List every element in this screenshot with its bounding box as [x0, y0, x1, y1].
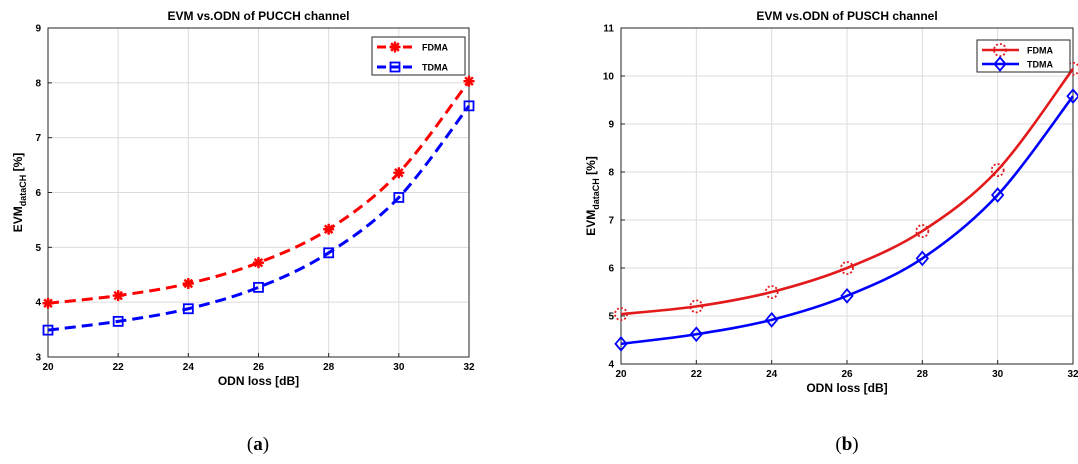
caption-close: ) [263, 434, 269, 455]
x-tick-label: 26 [253, 362, 265, 373]
legend: FDMA TDMA [976, 39, 1071, 73]
y-tick-label: 6 [35, 188, 41, 199]
y-axis-label-main: EVM [584, 210, 598, 236]
caption-open: ( [835, 434, 841, 455]
legend-label-tdma: TDMA [422, 63, 448, 73]
data-point-fdma [1066, 61, 1078, 76]
panel-caption: (a) [247, 434, 269, 455]
y-axis-label-unit: [%] [11, 153, 25, 175]
data-point-fdma [323, 223, 335, 235]
x-tick-label: 22 [691, 369, 703, 380]
data-point-fdma [463, 75, 475, 87]
data-point-tdma [253, 281, 264, 293]
panel-caption: (b) [835, 434, 858, 455]
legend-marker-tdma [389, 61, 401, 73]
y-axis-label-sub: dataCH [18, 175, 28, 207]
legend-label-fdma: FDMA [422, 43, 448, 53]
chart-title: EVM vs.ODN of PUCCH channel [167, 9, 349, 23]
y-tick-label: 11 [603, 24, 614, 35]
data-point-tdma [1066, 88, 1078, 105]
x-tick-label: 24 [183, 362, 195, 373]
data-point-fdma [915, 224, 930, 238]
x-tick-label: 24 [766, 369, 778, 380]
y-tick-label: 10 [603, 72, 615, 83]
y-axis-label-sub: dataCH [591, 178, 601, 210]
y-axis-label-unit: [%] [584, 156, 598, 178]
chart-title: EVM vs.ODN of PUSCH channel [756, 9, 937, 23]
legend-label-tdma: TDMA [1027, 60, 1053, 70]
y-tick-label: 5 [35, 243, 41, 254]
data-point-fdma [393, 167, 405, 179]
data-point-tdma [764, 311, 779, 328]
data-point-fdma [764, 285, 779, 299]
legend: FDMA TDMA [371, 36, 466, 76]
x-tick-label: 32 [1067, 369, 1078, 380]
x-tick-label: 28 [323, 362, 335, 373]
x-axis-label: ODN loss [dB] [806, 381, 887, 395]
legend-marker-tdma [993, 56, 1007, 72]
y-axis-label: EVMdataCH [%] [11, 153, 28, 233]
y-tick-label: 9 [608, 120, 614, 131]
data-point-tdma [689, 326, 704, 343]
x-tick-label: 26 [841, 369, 853, 380]
x-tick-label: 20 [42, 362, 54, 373]
data-point-tdma [393, 192, 405, 203]
x-tick-label: 22 [113, 362, 125, 373]
y-tick-label: 9 [35, 24, 41, 35]
data-point-fdma [840, 261, 854, 275]
y-axis-label-main: EVM [11, 206, 25, 232]
data-point-tdma [840, 287, 854, 304]
y-tick-label: 8 [608, 168, 614, 179]
caption-letter: a [253, 434, 263, 455]
y-axis-label: EVMdataCH [%] [584, 156, 601, 236]
chart-b: 20 22 24 26 28 30 32 4 5 6 7 8 9 10 11 EVM vs.ODN of PU… [584, 9, 1078, 455]
data-point-tdma [463, 100, 475, 112]
data-point-tdma [112, 315, 124, 327]
y-tick-label: 4 [608, 360, 614, 371]
legend-marker-fdma [993, 43, 1007, 57]
x-tick-label: 30 [393, 362, 405, 373]
y-tick-label: 4 [35, 298, 41, 309]
caption-open: ( [247, 434, 253, 455]
data-point-fdma [42, 297, 54, 309]
series-line-fdma [620, 68, 1075, 316]
y-tick-label: 5 [608, 312, 614, 323]
data-point-tdma [614, 335, 628, 352]
data-point-fdma [689, 299, 704, 314]
x-tick-label: 30 [992, 369, 1004, 380]
y-tick-label: 7 [608, 216, 614, 227]
x-tick-label: 28 [917, 369, 929, 380]
x-tick-label: 32 [463, 362, 475, 373]
caption-close: ) [852, 434, 858, 455]
x-axis-label: ODN loss [dB] [218, 374, 299, 388]
legend-marker-fdma [389, 41, 401, 53]
data-point-tdma [42, 324, 54, 336]
y-tick-label: 3 [35, 353, 41, 364]
series-line-tdma [620, 95, 1075, 346]
legend-box [371, 36, 466, 76]
x-tick-label: 20 [615, 369, 627, 380]
caption-letter: b [842, 434, 853, 455]
y-tick-label: 7 [35, 133, 41, 144]
data-point-fdma [253, 257, 264, 269]
y-tick-label: 6 [608, 264, 614, 275]
series-line-tdma [47, 104, 471, 332]
data-point-fdma [990, 163, 1005, 177]
legend-label-fdma: FDMA [1027, 46, 1053, 56]
data-point-fdma [614, 307, 628, 321]
data-point-tdma [915, 250, 930, 267]
data-point-fdma [112, 290, 124, 302]
data-point-tdma [323, 247, 335, 259]
data-point-fdma [182, 278, 194, 290]
legend-box [976, 39, 1071, 73]
data-point-tdma [182, 303, 194, 315]
y-tick-label: 8 [35, 78, 41, 89]
data-point-tdma [990, 187, 1005, 203]
